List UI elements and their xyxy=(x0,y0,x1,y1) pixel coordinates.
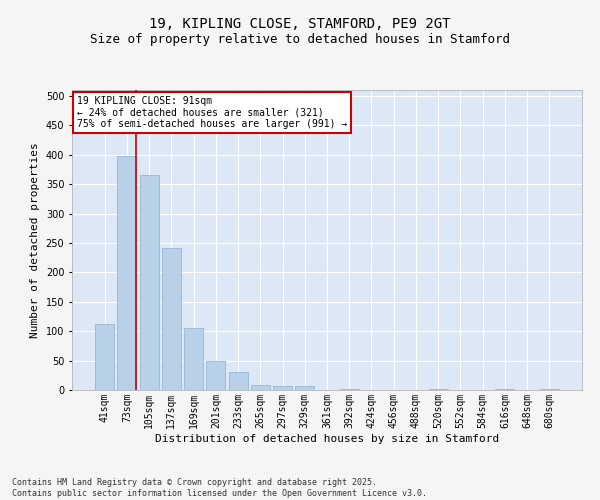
X-axis label: Distribution of detached houses by size in Stamford: Distribution of detached houses by size … xyxy=(155,434,499,444)
Text: 19 KIPLING CLOSE: 91sqm
← 24% of detached houses are smaller (321)
75% of semi-d: 19 KIPLING CLOSE: 91sqm ← 24% of detache… xyxy=(77,96,347,129)
Bar xyxy=(118,156,136,390)
Bar xyxy=(140,176,158,390)
Bar xyxy=(540,389,559,390)
Bar xyxy=(162,248,181,390)
Bar xyxy=(273,386,292,390)
Bar xyxy=(251,386,270,390)
Bar xyxy=(184,328,203,390)
Text: 19, KIPLING CLOSE, STAMFORD, PE9 2GT: 19, KIPLING CLOSE, STAMFORD, PE9 2GT xyxy=(149,18,451,32)
Text: Size of property relative to detached houses in Stamford: Size of property relative to detached ho… xyxy=(90,32,510,46)
Bar xyxy=(295,386,314,390)
Y-axis label: Number of detached properties: Number of detached properties xyxy=(30,142,40,338)
Bar xyxy=(229,372,248,390)
Bar xyxy=(206,360,225,390)
Bar xyxy=(95,324,114,390)
Text: Contains HM Land Registry data © Crown copyright and database right 2025.
Contai: Contains HM Land Registry data © Crown c… xyxy=(12,478,427,498)
